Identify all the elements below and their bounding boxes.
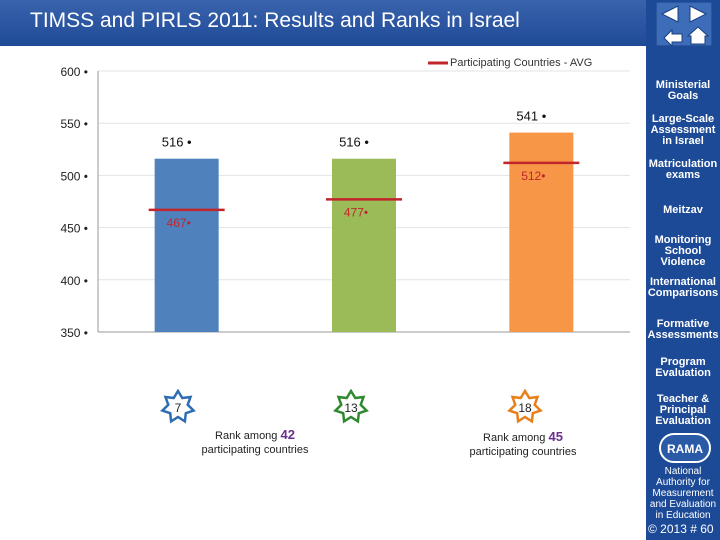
y-tick-label: 600 • <box>60 65 88 79</box>
rank-prefix: Rank among <box>483 432 546 444</box>
rank-suffix: participating countries <box>469 446 577 458</box>
rank-country-count: 42 <box>280 427 295 442</box>
sidebar-item-school-violence[interactable]: Monitoring School Violence <box>654 234 712 268</box>
rank-prefix: Rank among <box>215 430 278 442</box>
sidebar-item-program-evaluation[interactable]: Program Evaluation <box>655 356 711 379</box>
rank-caption-1: Rank among 42 participating countries <box>175 428 335 457</box>
rank-badge-star-3: 18 <box>507 388 543 425</box>
avg-value-label: 512• <box>521 169 545 183</box>
rank-value: 18 <box>518 401 532 415</box>
avg-value-label: 477• <box>344 205 368 219</box>
sidebar-item-ministerial-goals[interactable]: Ministerial Goals <box>655 79 711 102</box>
bar <box>332 158 396 332</box>
sidebar-item-teacher-evaluation[interactable]: Teacher & Principal Evaluation <box>655 393 711 427</box>
rama-logo-text: RAMA <box>667 442 703 456</box>
sidebar-item-meitzav[interactable]: Meitzav <box>663 204 703 216</box>
sidebar-item-large-scale-assessment[interactable]: Large-Scale Assessment in Israel <box>650 113 716 147</box>
bar-value-label: 516 • <box>162 135 192 150</box>
star-icon <box>160 388 196 424</box>
y-tick-label: 450 • <box>60 222 88 236</box>
avg-value-label: 467• <box>167 216 191 230</box>
results-chart: 350 • 400 • 450 • 500 • 550 • 600 • 516 • 516 … <box>60 57 630 340</box>
rank-value: 7 <box>175 401 182 415</box>
title-bar: TIMSS and PIRLS 2011: Results and Ranks … <box>0 0 646 46</box>
sidebar-item-matriculation-exams[interactable]: Matriculation exams <box>648 158 718 181</box>
y-tick-label: 400 • <box>60 274 88 288</box>
rank-caption-3: Rank among 45 participating countries <box>443 430 603 459</box>
y-tick-label: 350 • <box>60 326 88 340</box>
y-tick-label: 550 • <box>60 117 88 131</box>
next-arrow-icon[interactable] <box>689 5 708 23</box>
rank-badge-star-1: 7 <box>160 388 196 425</box>
rank-suffix: participating countries <box>201 444 309 456</box>
bar <box>509 132 574 332</box>
sidebar-item-international-comparisons[interactable]: International Comparisons <box>647 276 719 299</box>
rank-badge-star-2: 13 <box>333 388 369 425</box>
bar <box>154 158 219 332</box>
chart-legend: Participating Countries - AVG <box>428 57 592 69</box>
footer-copyright: © 2013 # 60 <box>648 522 714 536</box>
rama-logo: RAMA <box>659 433 711 463</box>
return-icon[interactable] <box>663 28 683 46</box>
org-name: National Authority for Measurement and E… <box>649 466 717 521</box>
y-tick-label: 500 • <box>60 169 88 183</box>
star-icon <box>507 388 543 424</box>
nav-controls <box>656 2 712 46</box>
home-icon[interactable] <box>686 26 710 45</box>
rank-country-count: 45 <box>548 429 563 444</box>
rank-value: 13 <box>344 401 358 415</box>
sidebar-item-formative-assessments[interactable]: Formative Assessments <box>647 318 719 341</box>
legend-label: Participating Countries - AVG <box>450 57 592 69</box>
bar-value-label: 541 • <box>516 109 546 124</box>
star-icon <box>333 388 369 424</box>
page-title: TIMSS and PIRLS 2011: Results and Ranks … <box>30 9 520 32</box>
prev-arrow-icon[interactable] <box>660 5 679 23</box>
bar-value-label: 516 • <box>339 135 369 150</box>
